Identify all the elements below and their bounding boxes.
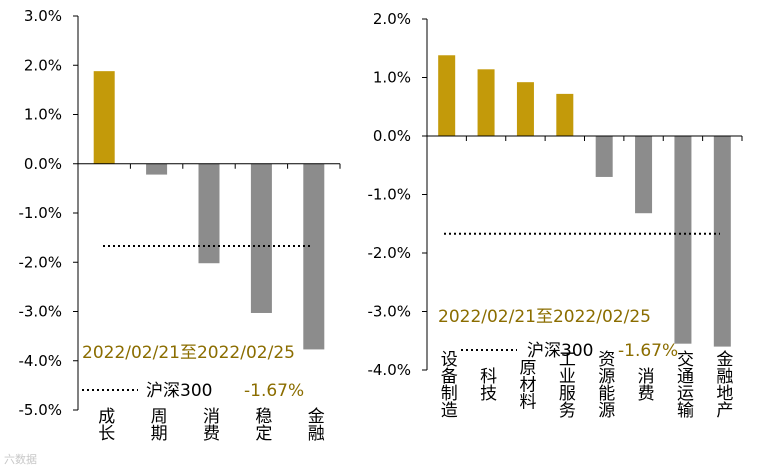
c2-legend-value: -1.67% xyxy=(618,341,678,361)
c2-legend-name: 沪深300 xyxy=(527,341,593,361)
c2-y-tick-label: -4.0% xyxy=(367,361,411,379)
c1-y-tick-label: -4.0% xyxy=(18,352,62,370)
c1-y-tick-label: 3.0% xyxy=(24,7,62,25)
c1-bar xyxy=(93,71,115,164)
c2-y-tick-label: -2.0% xyxy=(367,244,411,262)
c1-category-label: 稳定 xyxy=(251,407,272,441)
c2-bar xyxy=(674,136,692,344)
c1-category-label: 周期 xyxy=(147,407,168,442)
c1-date-range-label: 2022/02/21至2022/02/25 xyxy=(82,343,295,363)
c1-category-label: 消费 xyxy=(199,407,220,441)
c2-category-label: 资源能源 xyxy=(594,350,615,419)
c2-y-tick-label: 2.0% xyxy=(373,10,411,28)
watermark-text: 六数据 xyxy=(4,453,37,466)
c1-y-tick-label: 0.0% xyxy=(24,155,62,173)
c1-category-label: 金融 xyxy=(304,407,325,442)
c2-category-label: 工业服务 xyxy=(555,350,576,418)
c2-y-tick-label: 1.0% xyxy=(373,69,411,87)
c1-legend-value: -1.67% xyxy=(244,381,304,401)
c2-bar xyxy=(635,136,653,214)
c2-y-tick-label: -1.0% xyxy=(367,186,411,204)
c2-date-range-label: 2022/02/21至2022/02/25 xyxy=(438,307,651,327)
c1-legend-name: 沪深300 xyxy=(146,381,212,401)
c2-category-label: 消费 xyxy=(634,367,655,401)
c2-y-tick-label: 0.0% xyxy=(373,127,411,145)
c1-y-tick-label: 1.0% xyxy=(24,106,62,124)
c1-bar xyxy=(146,163,168,175)
c2-category-label: 金融地产 xyxy=(712,350,733,418)
c1-y-tick-label: 2.0% xyxy=(24,56,62,74)
c2-category-label: 交通运输 xyxy=(673,350,694,419)
c1-category-label: 成长 xyxy=(94,407,115,441)
c1-y-tick-label: -3.0% xyxy=(18,303,62,321)
c2-bar xyxy=(477,69,495,136)
c2-category-label: 原材料 xyxy=(515,359,536,410)
c2-bar xyxy=(438,55,456,136)
c2-y-tick-label: -3.0% xyxy=(367,303,411,321)
c1-y-tick-label: -5.0% xyxy=(18,401,62,419)
c2-category-label: 科技 xyxy=(476,367,497,402)
c2-bar xyxy=(556,93,574,136)
c1-bar xyxy=(198,163,220,264)
c2-bar xyxy=(595,136,613,177)
c1-bar xyxy=(250,163,272,313)
c1-bar xyxy=(303,163,325,350)
c1-y-tick-label: -1.0% xyxy=(18,204,62,222)
c2-category-label: 设备制造 xyxy=(437,350,458,418)
c2-bar xyxy=(713,136,731,347)
c1-y-tick-label: -2.0% xyxy=(18,253,62,271)
c2-bar xyxy=(516,82,534,136)
